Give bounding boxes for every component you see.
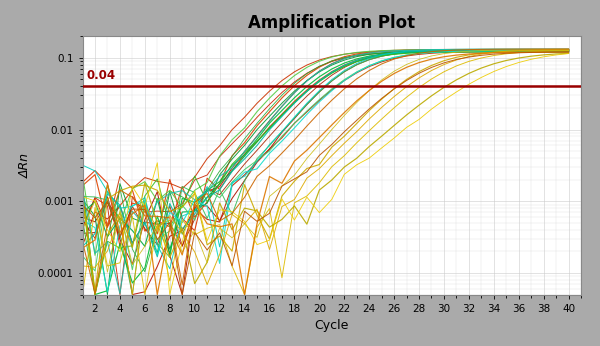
Title: Amplification Plot: Amplification Plot: [248, 14, 415, 32]
X-axis label: Cycle: Cycle: [314, 319, 349, 332]
Text: 0.04: 0.04: [86, 69, 115, 82]
Y-axis label: ΔRn: ΔRn: [19, 153, 32, 178]
